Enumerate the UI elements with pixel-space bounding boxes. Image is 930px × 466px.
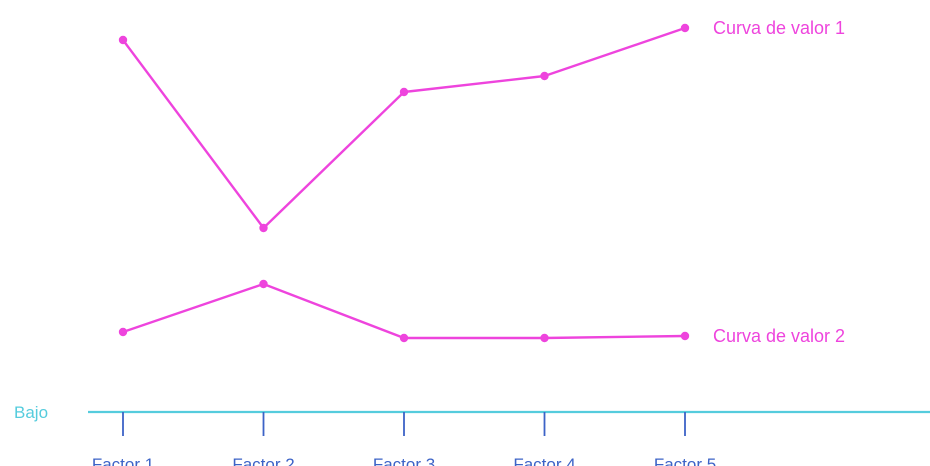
data-point bbox=[680, 331, 690, 341]
data-point bbox=[540, 333, 549, 343]
x-tick-label: Factor 3 bbox=[373, 455, 435, 466]
x-tick-label: Factor 2 bbox=[232, 455, 294, 466]
series-line bbox=[122, 26, 686, 230]
x-tick-label: Factor 1 bbox=[92, 455, 154, 466]
data-point bbox=[399, 333, 409, 343]
axis-low-label: Bajo bbox=[14, 403, 48, 422]
data-point bbox=[259, 223, 268, 233]
data-point bbox=[259, 279, 268, 289]
data-point bbox=[118, 327, 128, 337]
series-label: Curva de valor 2 bbox=[713, 326, 845, 346]
data-point bbox=[540, 71, 549, 81]
series-line bbox=[122, 282, 686, 340]
x-tick-label: Factor 5 bbox=[654, 455, 716, 466]
x-tick-label: Factor 4 bbox=[513, 455, 575, 466]
data-point bbox=[399, 87, 409, 97]
data-point bbox=[118, 35, 128, 45]
series-label: Curva de valor 1 bbox=[713, 18, 845, 38]
data-point bbox=[680, 23, 690, 33]
